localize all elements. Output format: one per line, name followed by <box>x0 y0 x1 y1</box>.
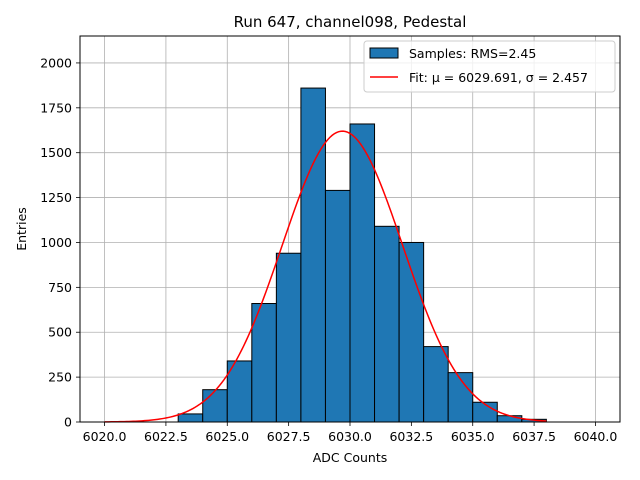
histogram-bar <box>374 225 400 423</box>
x-tick-label: 6037.5 <box>512 429 556 444</box>
legend: Samples: RMS=2.45 Fit: μ = 6029.691, σ =… <box>363 40 616 93</box>
legend-histogram-swatch <box>369 47 399 59</box>
x-axis-ticks: 6020.0 6022.5 6025.0 6027.5 6030.0 6032.5 6035… <box>83 422 618 444</box>
fit-curve-layer <box>104 130 547 423</box>
y-tick-label: 1500 <box>40 145 72 160</box>
histogram-bar <box>496 415 523 423</box>
histogram-bars <box>177 87 547 423</box>
chart-title: Run 647, channel098, Pedestal <box>234 13 467 31</box>
legend-fit-label: Fit: μ = 6029.691, σ = 2.457 <box>409 70 588 85</box>
y-tick-label: 750 <box>48 280 72 295</box>
y-axis-ticks: 0 250 500 750 1000 1250 1500 1750 2000 <box>40 55 80 430</box>
y-tick-label: 1000 <box>40 235 72 250</box>
histogram-bar <box>202 389 228 423</box>
y-tick-label: 1250 <box>40 190 72 205</box>
y-axis-label: Entries <box>14 207 29 251</box>
histogram-bar <box>423 346 449 423</box>
legend-histogram-label: Samples: RMS=2.45 <box>409 46 536 61</box>
x-tick-label: 6030.0 <box>328 429 372 444</box>
histogram-bar <box>177 413 204 423</box>
y-tick-label: 500 <box>48 325 72 340</box>
histogram-bar <box>300 87 326 423</box>
fit-curve <box>104 130 547 423</box>
histogram-bar <box>275 252 302 423</box>
x-tick-label: 6040.0 <box>574 429 618 444</box>
legend-box <box>363 40 616 93</box>
histogram-bar <box>349 123 376 423</box>
x-tick-label: 6035.0 <box>451 429 495 444</box>
y-tick-label: 1750 <box>40 100 72 115</box>
x-tick-label: 6020.0 <box>83 429 127 444</box>
x-tick-label: 6025.0 <box>205 429 249 444</box>
x-tick-label: 6022.5 <box>144 429 188 444</box>
x-tick-label: 6027.5 <box>267 429 311 444</box>
y-tick-label: 0 <box>64 415 72 430</box>
histogram-bar <box>251 303 277 423</box>
y-tick-label: 250 <box>48 370 72 385</box>
histogram-bar <box>324 189 351 423</box>
y-tick-label: 2000 <box>40 55 72 70</box>
histogram-bar <box>472 401 498 423</box>
x-axis-label: ADC Counts <box>313 450 388 465</box>
x-tick-label: 6032.5 <box>389 429 433 444</box>
